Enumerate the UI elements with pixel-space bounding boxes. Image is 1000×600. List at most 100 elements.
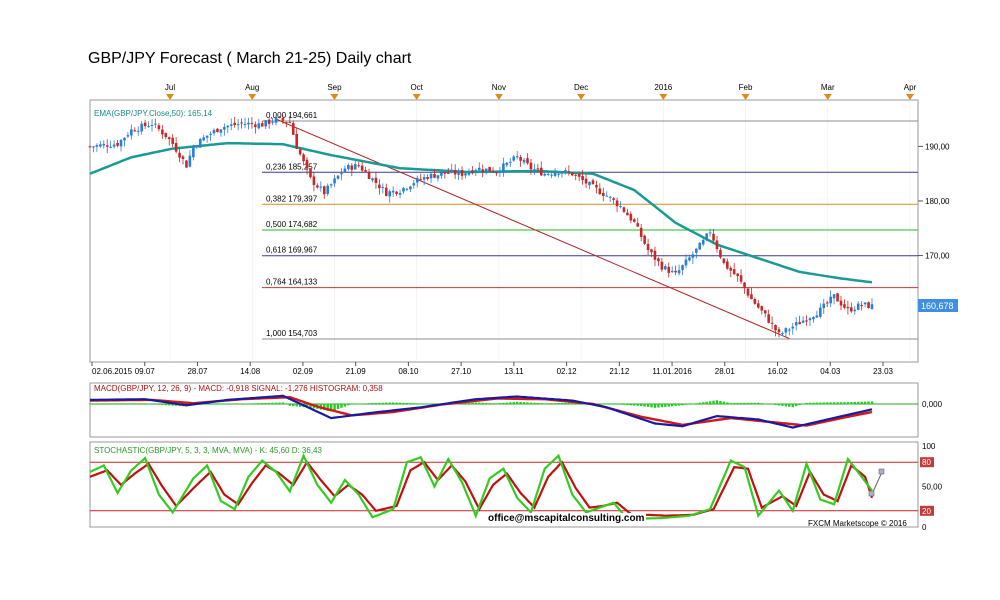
- macd-histogram-bar: [567, 402, 571, 404]
- candle-body: [436, 175, 440, 179]
- macd-histogram-bar: [812, 402, 815, 404]
- macd-histogram-bar: [168, 404, 171, 406]
- stochastic-level-box: [920, 505, 934, 516]
- macd-histogram-bar: [646, 404, 650, 407]
- date-label: 27.10: [451, 367, 472, 376]
- macd-histogram-bar: [670, 404, 674, 407]
- candle-body: [653, 250, 657, 260]
- candle-body: [777, 329, 781, 333]
- candle-body: [453, 170, 457, 175]
- macd-histogram-bar: [574, 403, 577, 404]
- candle-body: [105, 145, 109, 147]
- candle-body: [450, 169, 454, 173]
- macd-histogram-bar: [212, 404, 216, 405]
- macd-histogram-bar: [688, 404, 691, 405]
- macd-histogram-bar: [298, 404, 302, 407]
- candle-body: [88, 146, 92, 148]
- macd-histogram-bar: [657, 404, 660, 408]
- macd-histogram-bar: [843, 402, 846, 404]
- candle-body: [664, 266, 667, 270]
- month-label: Jul: [165, 83, 175, 92]
- macd-histogram-bar: [839, 402, 843, 404]
- fib-level-label: 0,382 179,397: [266, 194, 318, 203]
- month-marker: [659, 94, 668, 100]
- macd-histogram-bar: [529, 402, 533, 404]
- candle-body: [643, 235, 646, 244]
- candle-body: [126, 135, 130, 137]
- candle-body: [781, 332, 784, 334]
- macd-histogram-bar: [488, 403, 491, 404]
- macd-histogram-bar: [526, 402, 529, 404]
- macd-histogram-bar: [354, 403, 357, 405]
- macd-histogram-bar: [767, 404, 770, 405]
- candle-body: [760, 306, 764, 311]
- candle-body: [343, 168, 347, 172]
- candle-body: [581, 176, 584, 181]
- candle-body: [626, 212, 629, 216]
- stochastic-d-line: [89, 460, 874, 517]
- candle-body: [825, 302, 829, 304]
- candle-body: [181, 156, 185, 159]
- macd-histogram-bar: [664, 404, 667, 407]
- candle-body: [195, 146, 199, 148]
- macd-histogram-bar: [230, 403, 233, 405]
- macd-histogram-bar: [243, 403, 247, 405]
- candle-body: [553, 172, 557, 176]
- date-label: 21.09: [346, 367, 367, 376]
- candle-body: [739, 275, 743, 282]
- candle-body: [219, 129, 223, 133]
- macd-histogram-bar: [515, 401, 519, 404]
- candle-body: [340, 173, 343, 175]
- month-marker: [412, 94, 421, 100]
- macd-histogram-bar: [267, 402, 271, 404]
- stochastic-y-tick-label: 0: [922, 523, 927, 532]
- fib-level-label: 0,618 169,967: [266, 246, 318, 255]
- candle-body: [212, 129, 216, 134]
- ema-label: EMA(GBP/JPY.Close,50): 165,14: [94, 109, 213, 118]
- candle-body: [791, 326, 795, 329]
- price-y-axis: 190,00 180,00 170,00: [918, 142, 950, 261]
- macd-histogram-bar: [164, 404, 167, 406]
- candle-body: [729, 267, 733, 271]
- macd-histogram-bar: [257, 403, 261, 404]
- candle-body: [350, 165, 354, 170]
- candle-body: [667, 266, 671, 273]
- candle-body: [708, 232, 712, 234]
- candle-body: [715, 240, 719, 250]
- candle-body: [123, 137, 126, 141]
- candle-body: [502, 163, 505, 173]
- macd-histogram-bar: [112, 403, 116, 404]
- macd-histogram-bar: [254, 403, 257, 404]
- candle-body: [691, 254, 695, 258]
- stochastic-panel-frame: [89, 441, 919, 528]
- stochastic-y-tick-label: 80: [922, 458, 931, 467]
- macd-histogram-bar: [719, 400, 722, 404]
- candle-body: [495, 172, 498, 174]
- ema-line: [89, 141, 873, 284]
- month-marker: [330, 94, 339, 100]
- macd-histogram-bar: [147, 403, 150, 405]
- candle-body: [133, 130, 137, 132]
- macd-histogram-bar: [522, 402, 526, 404]
- fib-level-label: 0,000 194,661: [266, 111, 318, 120]
- macd-histogram-bar: [612, 404, 615, 405]
- candle-body: [371, 178, 374, 181]
- price-y-tick-label: 180,00: [925, 197, 950, 206]
- month-marker: [494, 94, 503, 100]
- macd-histogram-bar: [512, 402, 515, 404]
- macd-histogram-bar: [240, 403, 243, 405]
- candle-body: [722, 258, 726, 263]
- candle-body: [102, 143, 106, 146]
- candle-body: [598, 188, 602, 195]
- current-price-marker: 160,678: [918, 299, 958, 312]
- macd-histogram-bar: [788, 404, 791, 407]
- macd-histogram-bar: [422, 403, 426, 405]
- macd-histogram-bar: [633, 404, 636, 406]
- candle-body: [471, 170, 474, 173]
- macd-histogram-bar: [753, 402, 757, 404]
- candle-body: [254, 124, 257, 128]
- candle-body: [601, 192, 605, 196]
- macd-histogram-bar: [247, 403, 250, 405]
- macd-histogram-bar: [171, 404, 174, 406]
